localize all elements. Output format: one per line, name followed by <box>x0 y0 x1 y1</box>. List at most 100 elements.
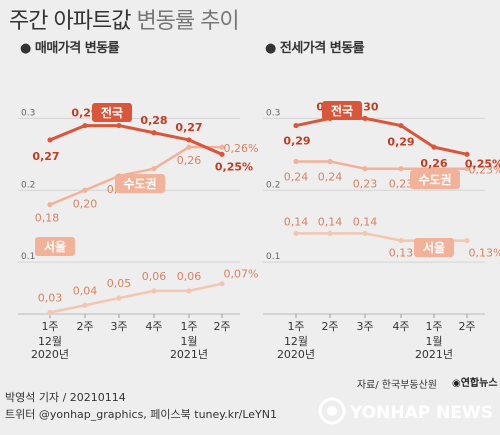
left-data-label-2: 0,05 <box>107 277 132 290</box>
right-series-point-1 <box>431 166 437 172</box>
right-data-label-1: 0,24 <box>284 171 309 184</box>
left-series-point-2 <box>82 302 88 308</box>
right-y-tick-label: 0.1 <box>266 252 280 262</box>
source-text: 자료/ 한국부동산원 <box>356 380 437 391</box>
left-series-point-1 <box>219 144 225 150</box>
right-series-point-1 <box>293 158 299 165</box>
right-x-tick-label: 1주 <box>425 320 442 333</box>
right-panel-title-text: 전세가격 변동률 <box>279 41 365 56</box>
right-data-label-2: 0,13% <box>469 247 500 260</box>
left-data-label-2: 0,04 <box>73 284 98 297</box>
left-series-point-2 <box>116 295 122 301</box>
credit-line-2: 트위터 @yonhap_graphics, 페이스북 tuney.kr/LeYN… <box>5 408 277 421</box>
left-x-sublabel: 12월 <box>38 335 62 348</box>
right-x-sublabel: 1월 <box>425 335 442 348</box>
left-data-label-0: 0,29 <box>71 107 98 120</box>
left-data-label-2: 0,07% <box>224 268 259 281</box>
left-x-tick-label: 2주 <box>213 320 230 333</box>
right-x-sublabel: 2020년 <box>277 348 315 361</box>
right-series-point-1 <box>362 166 368 172</box>
title-bold: 주간 아파트값 <box>9 9 131 34</box>
right-x-tick-label: 3주 <box>356 320 373 333</box>
left-data-label-2: 0,06 <box>177 270 202 283</box>
left-data-label-0: 0,28 <box>140 114 167 127</box>
right-data-label-0: 0,29 <box>283 135 310 148</box>
left-x-sublabel: 1월 <box>180 335 197 348</box>
left-series-point-1 <box>82 187 88 193</box>
left-data-label-0: 0,27 <box>175 121 202 134</box>
left-series-point-0 <box>151 130 157 136</box>
right-series-name-2: 서울 <box>423 240 445 255</box>
watermark-text: YONHAP NEWS <box>349 403 493 423</box>
right-x-tick-label: 4주 <box>392 320 409 333</box>
right-x-tick-label: 1주 <box>287 320 304 333</box>
left-data-label-1: 0,18 <box>35 212 60 225</box>
right-data-label-0: 0,26 <box>420 157 447 170</box>
right-x-tick-label: 2주 <box>321 320 338 333</box>
right-x-sublabel: 12월 <box>284 335 308 348</box>
right-series-point-1 <box>327 158 333 165</box>
left-x-tick-label: 1주 <box>41 320 58 333</box>
left-x-tick-label: 4주 <box>145 320 162 333</box>
left-x-sublabel: 2020년 <box>31 348 69 361</box>
right-data-label-1: 0,23% <box>469 164 500 177</box>
left-series-point-0 <box>186 137 192 143</box>
right-data-label-2: 0,14 <box>353 215 378 228</box>
left-series-name-1: 수도권 <box>123 177 156 191</box>
right-data-label-1: 0,23 <box>353 178 378 191</box>
right-series-point-0 <box>464 151 470 157</box>
left-series-point-2 <box>186 288 192 294</box>
right-data-label-0: 0,25% <box>465 157 500 170</box>
left-data-label-1: 0,26% <box>224 142 259 155</box>
right-series-point-1 <box>398 166 404 172</box>
left-data-label-2: 0,06 <box>142 270 167 283</box>
left-series-pill-1 <box>115 174 165 193</box>
right-series-pill-1 <box>410 170 460 189</box>
left-series-point-0 <box>47 137 53 143</box>
right-data-label-2: 0,13 <box>389 247 414 260</box>
right-y-tick-label: 0.2 <box>266 180 280 190</box>
right-series-name-1: 수도권 <box>418 173 451 187</box>
right-panel-title: ● 전세가격 변동률 <box>265 41 365 56</box>
right-series-point-0 <box>431 144 437 150</box>
left-series-point-1 <box>186 144 192 150</box>
left-series-point-0 <box>116 122 122 129</box>
right-data-label-2: 0,14 <box>318 215 343 228</box>
right-data-label-1: 0,24 <box>318 171 343 184</box>
left-y-tick-label: 0.2 <box>21 180 35 190</box>
right-series-point-0 <box>398 122 404 129</box>
left-series-pill-0 <box>92 103 132 122</box>
left-x-tick-label: 2주 <box>76 320 93 333</box>
right-series-point-2 <box>398 237 404 244</box>
right-series-point-2 <box>362 230 368 236</box>
page-title: 주간 아파트값 변동률 추이 <box>9 3 240 35</box>
left-series-point-2 <box>151 288 157 294</box>
right-series-name-0: 전국 <box>331 103 353 118</box>
left-y-tick-label: 0.1 <box>21 252 35 262</box>
title-light: 변동률 추이 <box>136 9 239 34</box>
left-data-label-1: 0,26 <box>177 154 202 167</box>
right-data-label-2: 0,14 <box>284 215 309 228</box>
right-series-point-2 <box>293 230 299 236</box>
right-series-point-2 <box>464 237 470 244</box>
right-series-point-1 <box>464 166 470 172</box>
left-series-point-2 <box>47 309 53 316</box>
yonhap-watermark: YONHAP NEWS <box>318 397 493 425</box>
left-data-label-1: 0,20 <box>73 197 98 210</box>
left-data-label-0: 0,25% <box>215 160 253 173</box>
left-series-point-2 <box>219 281 225 287</box>
right-series-point-0 <box>293 122 299 129</box>
right-data-label-1: 0,23 <box>389 178 414 191</box>
left-x-tick-label: 1주 <box>180 320 197 333</box>
left-series-name-0: 전국 <box>101 105 123 120</box>
right-data-label-0: 0,29 <box>387 136 414 149</box>
right-series-line-1 <box>294 160 469 170</box>
right-series-point-0 <box>362 115 368 121</box>
left-y-tick-label: 0.3 <box>21 108 35 118</box>
right-series-pill-2 <box>414 238 454 257</box>
left-series-point-1 <box>151 166 157 172</box>
left-x-sublabel: 2021년 <box>170 348 208 361</box>
left-series-point-1 <box>47 202 53 208</box>
left-data-label-2: 0,03 <box>38 291 63 304</box>
